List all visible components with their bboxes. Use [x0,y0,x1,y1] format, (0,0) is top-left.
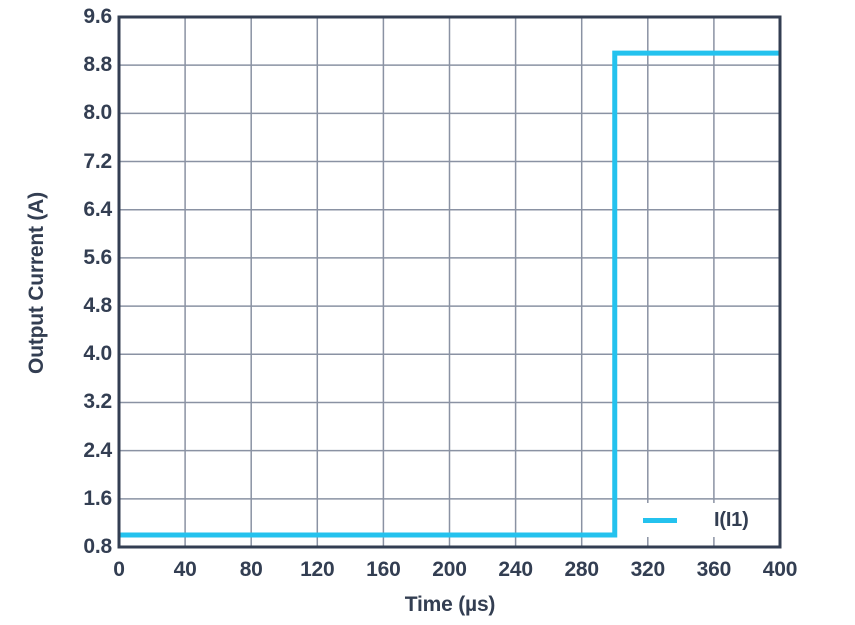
x-tick-label: 240 [498,558,533,581]
y-tick-label: 3.2 [83,390,112,414]
legend-series-label: I(I1) [714,509,749,531]
y-tick-label: 0.8 [83,535,112,558]
series-line [119,50,780,538]
y-tick-label: 5.6 [83,245,112,269]
x-tick-label: 80 [239,558,263,581]
y-tick-labels: 0.8 1.6 2.4 3.2 4.0 4.8 5.6 6.4 7.2 8.0 8.8 9.6 [0,0,112,625]
x-axis-title: Time (µs) [404,593,496,616]
x-tick-label: 160 [366,558,401,581]
x-tick-label: 280 [564,558,599,581]
legend-line-sample [643,517,677,523]
plot-border [117,15,782,549]
legend: I(I1) [632,503,764,537]
y-tick-label: 1.6 [83,486,112,510]
y-tick-label: 2.4 [83,438,112,462]
y-tick-label: 4.0 [83,342,112,366]
x-tick-label: 120 [300,558,335,581]
x-tick-label: 200 [432,558,467,581]
y-tick-label: 6.4 [83,197,112,221]
y-tick-label: 9.6 [83,5,112,28]
y-tick-label: 8.0 [83,101,112,125]
x-tick-label: 40 [173,558,197,581]
x-tick-label: 0 [113,558,125,581]
y-tick-label: 7.2 [83,149,112,173]
y-tick-label: 4.8 [83,294,112,318]
x-tick-label: 360 [696,558,732,581]
x-tick-label: 400 [762,558,798,581]
y-tick-label: 8.8 [83,53,112,77]
x-tick-label: 320 [630,558,666,581]
